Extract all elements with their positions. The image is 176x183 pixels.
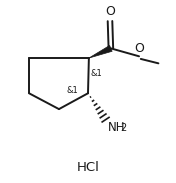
Text: HCl: HCl bbox=[77, 161, 99, 174]
Text: O: O bbox=[134, 42, 144, 55]
Text: 2: 2 bbox=[120, 123, 126, 133]
Text: &1: &1 bbox=[67, 86, 78, 95]
Text: NH: NH bbox=[108, 121, 126, 134]
Text: O: O bbox=[105, 5, 115, 18]
Polygon shape bbox=[89, 46, 112, 58]
Text: &1: &1 bbox=[91, 69, 102, 78]
